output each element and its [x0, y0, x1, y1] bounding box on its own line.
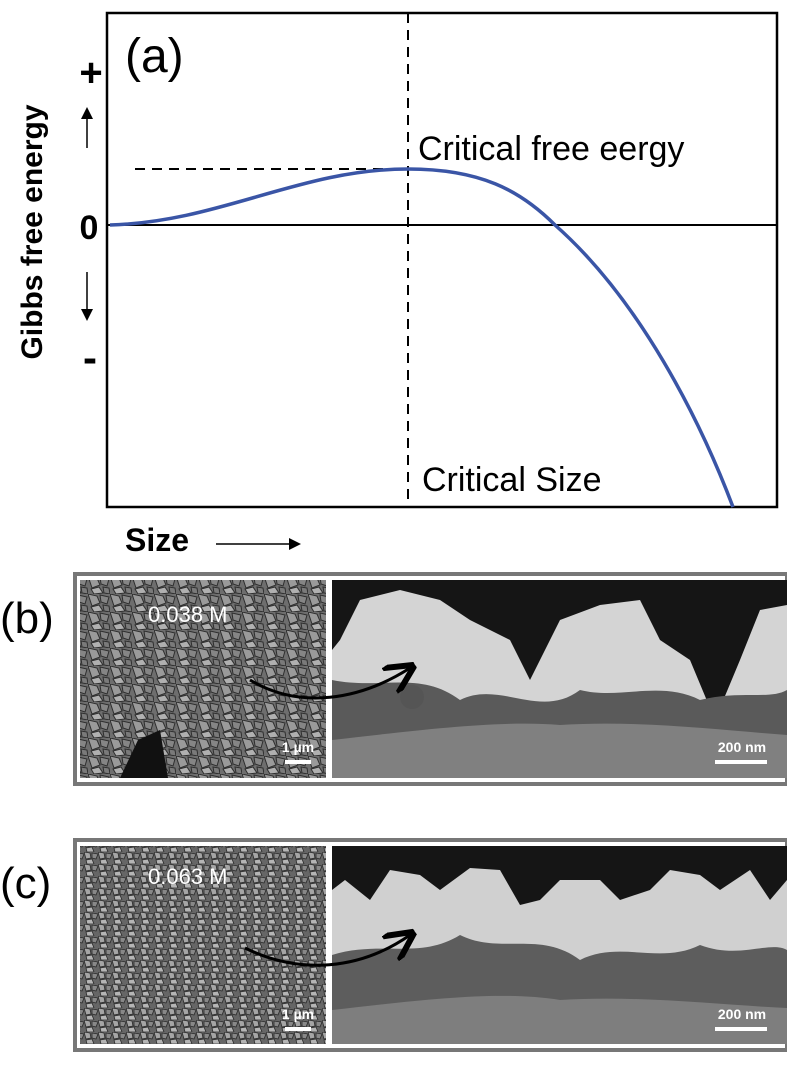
scale-label: 1 µm: [282, 739, 314, 755]
y-plus: +: [79, 51, 102, 95]
scale-bar: [715, 760, 767, 764]
concentration: 0.038 M: [148, 602, 228, 627]
plot-frame: [105, 11, 779, 509]
y-zero: 0: [80, 209, 99, 247]
dark-layer: [332, 846, 787, 905]
zoom-arrow: [244, 935, 410, 967]
panel-label: (b): [0, 594, 54, 643]
concentration: 0.063 M: [148, 864, 228, 889]
sem-top-image: [80, 846, 326, 1044]
panel-a: (a) + 0 - Gibbs free energy Critical fre…: [16, 11, 779, 558]
panel-c: 0.063 M 1 µm 200 nm (c): [0, 838, 787, 1052]
substrate: [332, 723, 787, 778]
zoom-arrow: [249, 668, 410, 700]
scale-label: 200 nm: [718, 1006, 766, 1022]
scale-bar: [285, 1027, 311, 1031]
scale-label: 1 µm: [282, 1006, 314, 1022]
scale-bar: [715, 1027, 767, 1031]
substrate: [332, 995, 787, 1044]
scale-bar: [285, 760, 311, 764]
scale-label: 200 nm: [718, 739, 766, 755]
size-label: Critical Size: [422, 461, 601, 499]
void: [400, 685, 424, 709]
x-axis-title: Size: [125, 522, 189, 558]
y-axis-title: Gibbs free energy: [16, 104, 49, 359]
panel-label: (a): [125, 30, 184, 83]
panel-label: (c): [0, 859, 51, 908]
dark-layer: [332, 580, 787, 720]
panel-b: 0.038 M 1 µm 200 nm (b): [0, 572, 787, 786]
energy-curve: [109, 167, 735, 508]
image-feature: [120, 730, 168, 778]
y-minus: -: [83, 334, 97, 381]
peak-label: Critical free eergy: [418, 130, 684, 168]
sem-top-image: [80, 580, 326, 778]
